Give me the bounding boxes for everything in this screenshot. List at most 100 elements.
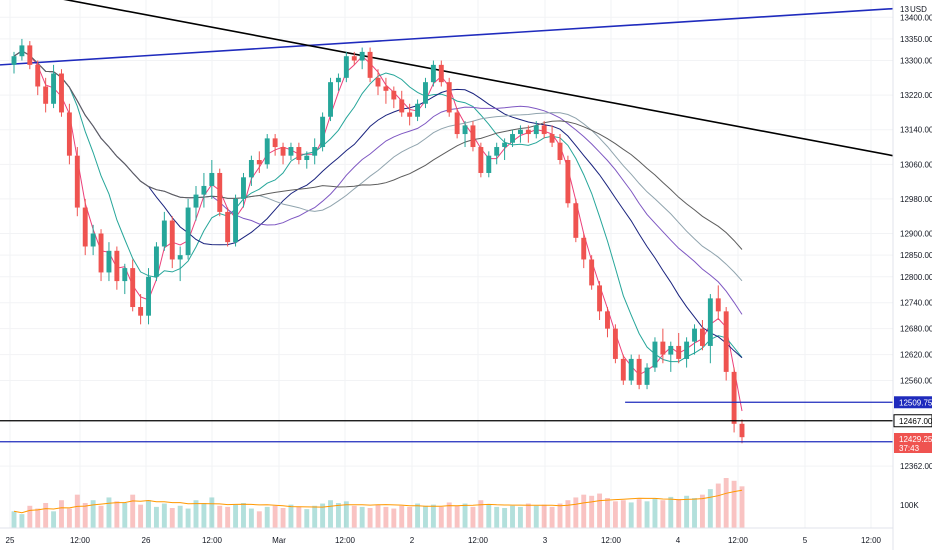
volume-bar [185,508,191,528]
candle [565,155,571,208]
time-tick-label: 12:00 [202,536,223,545]
candle-body [581,237,587,260]
candle-body [185,207,191,256]
volume-bar [644,501,650,528]
volume-bar [525,503,531,528]
volume-bar [35,508,41,528]
candle-body [533,125,539,135]
time-tick-label: 26 [142,536,151,545]
candle [446,77,452,117]
ma-gray-line [13,50,743,250]
candle-body [256,160,262,165]
volume-bar [114,501,120,528]
volume-bar [193,500,199,528]
candle [27,41,33,70]
volume-bar [106,497,112,528]
candle-body [288,147,294,156]
candle-body [359,51,365,61]
price-axis[interactable]: 13400.00 13350.00 13300.00 13220.00 13140.00… [893,5,932,510]
candle-body [707,298,713,346]
price-tick-label: 13220.00 [900,91,932,100]
volume-bar [668,496,674,528]
trend-lines[interactable] [0,0,894,157]
volume-bar [296,506,302,528]
candle [723,307,729,381]
candle [138,294,144,325]
candle [335,73,341,91]
volume-bar [375,504,381,528]
candle [383,77,389,104]
volume-bar [169,508,175,528]
candle [541,121,547,139]
level-price-tag [894,396,932,409]
candle-body [217,172,223,212]
time-axis[interactable]: 25 12:00 26 12:00 Mar 12:00 2 12:00 3 12:00 4 12:00… [6,536,882,545]
volume-bar [328,500,333,528]
candle-body [11,56,17,65]
candle [19,38,25,61]
volume-bar [280,508,286,528]
candle-body [715,298,721,312]
candle-body [272,138,278,148]
candle-body [510,134,515,143]
candle-body [59,73,64,113]
candle-body [264,138,270,165]
candle-body [739,423,745,438]
candle-body [597,285,603,312]
candle-body [502,142,508,148]
candle [161,211,167,251]
volume-bar [636,499,642,528]
price-tick-label: 13060.00 [900,160,932,169]
volume-bar [438,506,444,528]
candle-body [343,56,349,78]
time-tick-label: 12:00 [861,536,882,545]
candle-body [660,341,666,355]
candle [169,216,175,269]
candle-body [312,147,318,156]
volume-bar [312,505,318,528]
price-tick-label: 13300.00 [900,57,932,66]
candle-body [225,211,231,243]
candle-body [399,99,405,113]
horizontal-levels[interactable] [0,401,893,443]
level-price-tag-label: 12467.00 [899,417,932,426]
candle-body [201,185,207,195]
volume-bar [707,489,713,528]
volume-bar [462,503,468,528]
trend-line[interactable] [45,0,894,157]
candle-body [430,64,436,83]
volume-bar [146,500,151,528]
candle-body [241,177,246,199]
volume-bar [517,506,523,528]
candle [581,233,587,269]
volume-bar [256,511,262,528]
candle-body [248,160,254,178]
candle [684,337,690,368]
candle-body [233,198,239,243]
candle [233,194,239,247]
candle [430,60,436,87]
candle-body [668,345,674,355]
candle [636,354,642,390]
volume-bar [660,500,666,528]
candle-body [620,358,626,381]
candle-body [27,45,33,65]
candle [35,60,41,96]
volume-bar [454,505,460,528]
candle-body [280,147,286,156]
price-tick-label: 12850.00 [900,251,932,260]
level-price-tag [893,414,932,428]
volume-bar [153,506,159,528]
volume-bar [407,506,413,528]
time-tick-label: 12:00 [601,536,622,545]
candle [502,138,508,160]
volume-bar [343,501,349,528]
candle [494,142,500,165]
volume-bar [74,494,80,528]
candle [668,341,674,372]
candle [177,246,183,282]
trend-line[interactable] [0,7,894,66]
volume-bar [510,505,515,528]
